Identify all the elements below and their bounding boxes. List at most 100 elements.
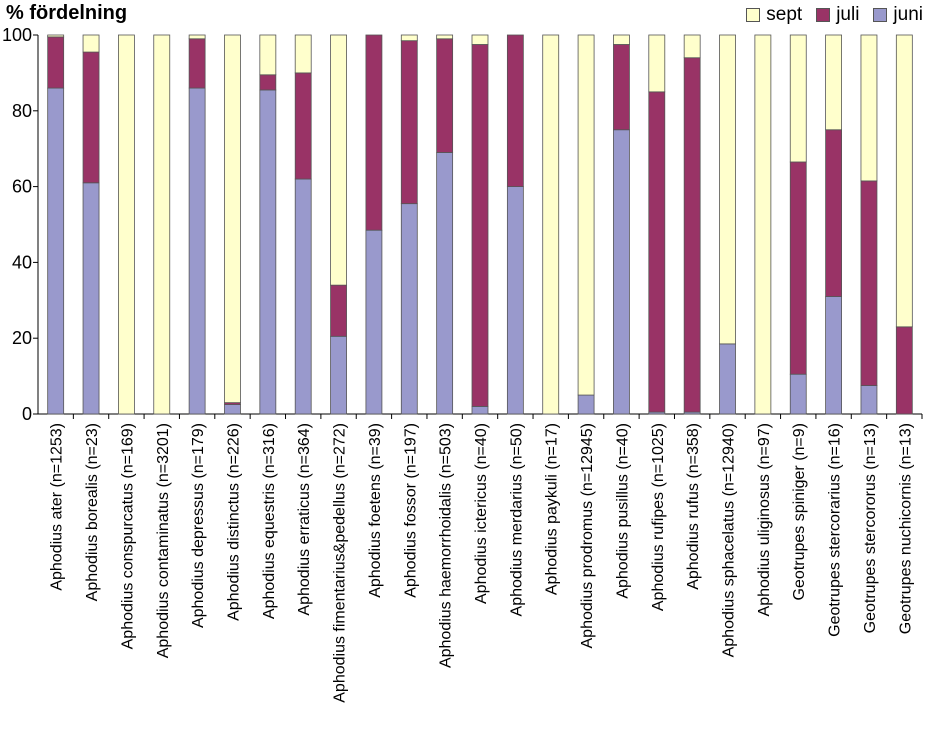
bar-segment-juli <box>47 36 65 89</box>
bar-segment-juli <box>683 57 701 413</box>
bar-segment-sept <box>294 34 312 74</box>
bar-segment-juni <box>860 385 878 415</box>
x-tick-label: Aphodius rufus (n=358) <box>685 423 702 590</box>
x-tick-label: Geotrupes spiniger (n=9) <box>791 423 808 600</box>
x-tick-label: Aphodius equestris (n=316) <box>261 423 278 619</box>
bar-segment-juli <box>188 38 206 89</box>
bar-segment-juli <box>471 44 489 407</box>
bar-segment-juni <box>613 129 630 415</box>
bar-segment-juli <box>613 44 630 131</box>
bar-segment-sept <box>789 34 807 163</box>
x-tick-label: Geotrupes stercororus (n=13) <box>862 423 879 633</box>
bar-segment-juni <box>436 152 454 415</box>
bar-segment-juli <box>648 91 666 413</box>
x-tick-label: Geotrupes nuchicornis (n=13) <box>897 423 914 634</box>
x-tick-label: Aphodius conspurcatus (n=169) <box>119 423 136 649</box>
bar-segment-sept <box>577 34 595 396</box>
bar-segment-sept <box>613 34 630 45</box>
legend-swatch-juli <box>816 8 831 22</box>
x-tick-label: Aphodius paykuli (n=17) <box>544 423 561 595</box>
bar-segment-juni <box>47 87 65 415</box>
bar-segment-sept <box>860 34 878 182</box>
x-tick-label: Aphodius depressus (n=179) <box>190 423 207 628</box>
bar-segment-sept <box>471 34 489 45</box>
bar-segment-sept <box>188 34 206 40</box>
y-tick-label: 80 <box>12 101 32 121</box>
bar-segment-sept <box>542 34 560 415</box>
bar-segment-juli <box>895 326 913 415</box>
x-tick-label: Aphodius sphacelatus (n=12940) <box>721 423 738 657</box>
bar-segment-sept <box>118 34 135 415</box>
bar-segment-juni <box>506 186 524 415</box>
legend-item-juli: juli <box>816 4 859 26</box>
bar-segment-sept <box>47 34 65 38</box>
legend-item-sept: sept <box>746 4 802 26</box>
bar-segment-juni <box>789 373 807 415</box>
x-tick-label: Geotrupes stercorarius (n=16) <box>827 423 844 637</box>
x-tick-label: Aphodius contaminatus (n=3201) <box>155 423 172 658</box>
bar-segment-sept <box>754 34 772 415</box>
x-tick-label: Aphodius fimentarius&pedellus (n=272) <box>332 423 349 703</box>
bar-segment-sept <box>648 34 666 93</box>
x-tick-label: Aphodius prodromus (n=12945) <box>579 423 596 648</box>
bar-segment-sept <box>153 34 171 415</box>
x-tick-label: Aphodius rufipes (n=1025) <box>650 423 667 611</box>
y-tick-label: 100 <box>2 25 32 45</box>
legend-label-sept: sept <box>766 4 803 25</box>
bar-segment-juli <box>82 51 100 184</box>
x-tick-label: Aphodius borealis (n=23) <box>84 423 101 601</box>
axes: 0 20 40 60 80 100 <box>2 25 923 424</box>
bar-segment-juli <box>294 72 312 180</box>
legend-label-juni: juni <box>893 4 923 25</box>
bar-segment-juni <box>294 178 312 415</box>
x-tick-label: Aphodius pusillus (n=40) <box>614 423 631 599</box>
x-tick-label: Aphodius merdarius (n=50) <box>508 423 525 616</box>
bar-segment-juli <box>259 74 277 91</box>
x-tick-label: Aphodius haemorrhoidalis (n=503) <box>438 423 455 668</box>
bar-segment-juli <box>789 161 807 375</box>
x-tick-labels: Aphodius ater (n=1253) Aphodius borealis … <box>49 423 915 703</box>
bar-segment-juli <box>400 40 418 205</box>
x-tick-label: Aphodius distinctus (n=226) <box>225 423 242 621</box>
bar-segment-sept <box>719 34 736 345</box>
bar-segment-sept <box>330 34 347 286</box>
bar-segment-juni <box>224 404 241 415</box>
bar-segment-sept <box>825 34 842 131</box>
legend-label-juli: juli <box>836 4 860 25</box>
x-tick-label: Aphodius uliginosus (n=97) <box>756 423 773 616</box>
bar-segment-juli <box>860 180 878 386</box>
x-tick-label: Aphodius fossor (n=197) <box>402 423 419 598</box>
y-tick-label: 60 <box>12 177 32 197</box>
bar-segment-sept <box>259 34 277 76</box>
bar-segment-juli <box>506 34 524 188</box>
y-tick-label: 20 <box>12 328 32 348</box>
bar-segment-juni <box>719 343 736 415</box>
legend-swatch-sept <box>746 8 761 22</box>
bar-segment-sept <box>224 34 241 404</box>
bar-segment-sept <box>895 34 913 328</box>
bar-segment-sept <box>683 34 701 59</box>
y-tick-label: 0 <box>22 404 32 424</box>
bars <box>47 34 913 415</box>
y-axis-title: % fördelning <box>6 2 128 24</box>
bar-segment-juni <box>471 406 489 415</box>
bar-segment-juni <box>365 229 383 415</box>
x-tick-label: Aphodius foetens (n=39) <box>367 423 384 598</box>
legend-swatch-juni <box>873 8 888 22</box>
bar-segment-juni <box>330 335 347 415</box>
x-tick-label: Aphodius ater (n=1253) <box>49 423 66 591</box>
x-tick-label: Aphodius erraticus (n=364) <box>296 423 313 616</box>
legend: sept juli juni <box>732 4 923 26</box>
bar-segment-sept <box>436 34 454 40</box>
bar-segment-juli <box>330 284 347 337</box>
bar-segment-sept <box>82 34 100 53</box>
bar-segment-juli <box>825 129 842 297</box>
bar-segment-juni <box>82 182 100 415</box>
legend-item-juni: juni <box>873 4 923 26</box>
y-tick-label: 40 <box>12 252 32 272</box>
bar-segment-juli <box>436 38 454 153</box>
bar-segment-juni <box>825 296 842 415</box>
bar-segment-juni <box>259 89 277 415</box>
x-tick-label: Aphodius ictericus (n=40) <box>473 423 490 604</box>
